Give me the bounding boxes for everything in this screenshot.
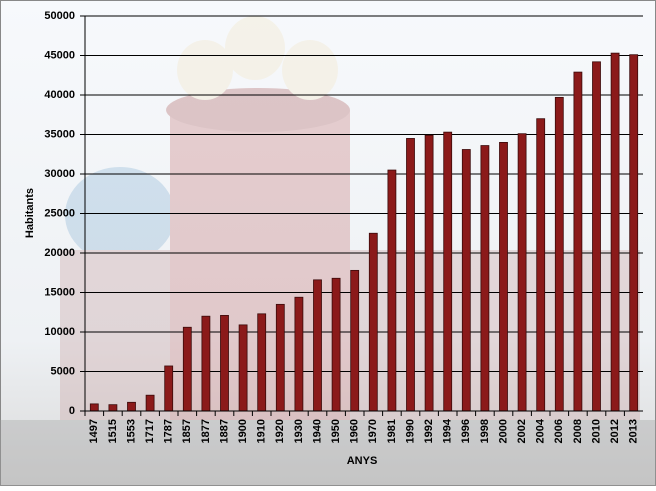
bar <box>499 141 508 412</box>
x-tick-label: 2013 <box>628 419 640 443</box>
bar <box>610 52 620 412</box>
x-tick-label: 2002 <box>516 419 528 443</box>
bar <box>480 145 490 412</box>
y-tick-label: 10000 <box>44 326 75 338</box>
y-tick-label: 50000 <box>44 10 75 22</box>
x-tick-label: 2006 <box>553 419 565 443</box>
x-tick-label: 1553 <box>125 419 137 443</box>
bar <box>517 133 527 412</box>
bar <box>294 296 304 412</box>
x-axis-title: ANYS <box>347 455 378 467</box>
y-tick-label: 5000 <box>51 365 75 377</box>
y-tick-label: 40000 <box>44 89 75 101</box>
x-tick-label: 1787 <box>163 419 175 443</box>
bar <box>573 71 583 412</box>
x-tick-label: 1910 <box>256 419 268 443</box>
bar <box>164 365 174 412</box>
y-tick-label: 0 <box>69 405 75 417</box>
x-tick-label: 1920 <box>274 419 286 443</box>
x-tick-label: 1930 <box>293 419 305 443</box>
x-tick-label: 1970 <box>367 419 379 443</box>
bar <box>145 394 155 412</box>
x-tick-label: 1960 <box>349 419 361 443</box>
bar <box>257 313 267 412</box>
x-tick-label: 1900 <box>237 419 249 443</box>
bar <box>554 96 564 412</box>
x-tick-label: 1497 <box>88 419 100 443</box>
x-tick-label: 1515 <box>107 419 119 443</box>
x-tick-label: 1950 <box>330 419 342 443</box>
x-tick-label: 1940 <box>311 419 323 443</box>
bar <box>331 277 341 412</box>
x-tick-label: 1990 <box>404 419 416 443</box>
y-tick-label: 15000 <box>44 286 75 298</box>
x-tick-label: 1981 <box>386 419 398 443</box>
bar <box>368 232 378 412</box>
x-tick-label: 2012 <box>609 419 621 443</box>
bar <box>387 169 397 412</box>
x-tick-label: 1994 <box>442 418 454 443</box>
x-tick-label: 2000 <box>497 419 509 443</box>
bar <box>127 401 136 412</box>
bar <box>108 404 118 412</box>
bar <box>629 54 639 412</box>
bar <box>443 131 453 412</box>
y-tick-label: 30000 <box>44 168 75 180</box>
y-tick-label: 35000 <box>44 128 75 140</box>
x-tick-label: 1996 <box>460 419 472 443</box>
y-tick-label: 45000 <box>44 49 75 61</box>
bar <box>182 326 192 412</box>
bar <box>238 324 248 412</box>
bar <box>220 315 229 412</box>
bar <box>406 138 415 412</box>
bar <box>424 134 434 412</box>
x-tick-label: 2004 <box>535 418 547 443</box>
y-tick-label: 25000 <box>44 207 75 219</box>
x-tick-label: 1998 <box>479 419 491 443</box>
x-tick-label: 2008 <box>572 419 584 443</box>
x-tick-label: 1877 <box>200 419 212 443</box>
bar <box>89 403 99 412</box>
y-axis-title: Habitants <box>24 188 36 238</box>
x-tick-label: 2010 <box>590 419 602 443</box>
bar <box>350 269 360 412</box>
bar <box>461 149 471 412</box>
x-tick-label: 1992 <box>423 419 435 443</box>
bar <box>313 279 322 412</box>
bar <box>201 315 211 412</box>
bar <box>592 61 601 412</box>
y-tick-label: 20000 <box>44 247 75 259</box>
bar <box>536 118 546 412</box>
bar <box>275 303 285 412</box>
x-tick-label: 1717 <box>144 419 156 443</box>
x-tick-label: 1887 <box>218 419 230 443</box>
x-tick-label: 1857 <box>181 419 193 443</box>
